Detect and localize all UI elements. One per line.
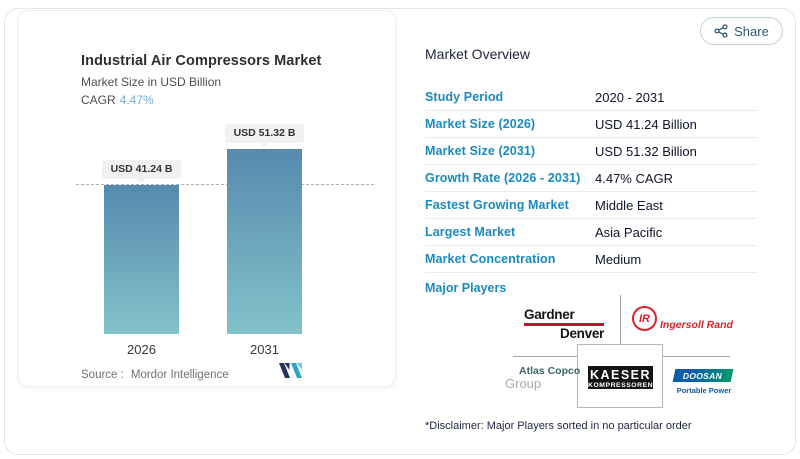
kaeser-wordmark: KAESER KOMPRESSOREN bbox=[588, 366, 654, 389]
x-axis-label: 2031 bbox=[250, 342, 279, 357]
ingersoll-rand-ir-badge: IR bbox=[632, 306, 657, 331]
share-icon bbox=[714, 24, 728, 38]
chart-subtitle: Market Size in USD Billion bbox=[81, 75, 222, 89]
source-label: Source : bbox=[81, 369, 124, 381]
cagr-line: CAGR 4.47% bbox=[81, 93, 154, 107]
table-row: Largest Market Asia Pacific bbox=[425, 219, 757, 246]
source-row: Source : Mordor Intelligence bbox=[81, 369, 229, 381]
player-logo-gardner-denver: Gardner Denver bbox=[524, 307, 604, 341]
table-row: Market Size (2031) USD 51.32 Billion bbox=[425, 138, 757, 165]
row-value: Asia Pacific bbox=[595, 224, 663, 240]
row-value: USD 41.24 Billion bbox=[595, 116, 697, 132]
bar bbox=[227, 149, 302, 334]
disclaimer: *Disclaimer: Major Players sorted in no … bbox=[425, 420, 692, 432]
row-value: Middle East bbox=[595, 197, 663, 213]
table-row: Growth Rate (2026 - 2031) 4.47% CAGR bbox=[425, 165, 757, 192]
row-label: Largest Market bbox=[425, 225, 516, 239]
row-value: USD 51.32 Billion bbox=[595, 143, 697, 159]
market-size-chart-card: Industrial Air Compressors Market Market… bbox=[18, 10, 396, 387]
cagr-value: 4.47% bbox=[119, 93, 154, 107]
overview-heading: Market Overview bbox=[425, 46, 531, 62]
connector-vertical-line bbox=[620, 295, 621, 344]
row-label: Market Size (2031) bbox=[425, 144, 536, 158]
mordor-intelligence-logo-icon bbox=[279, 363, 302, 383]
chart-title: Industrial Air Compressors Market bbox=[81, 53, 322, 69]
bar bbox=[104, 185, 179, 334]
row-value: 4.47% CAGR bbox=[595, 170, 674, 186]
table-row: Fastest Growing Market Middle East bbox=[425, 192, 757, 219]
player-logo-atlas-copco-group: Atlas Copco Group bbox=[505, 365, 581, 391]
doosan-wordmark: DOOSAN bbox=[672, 369, 734, 382]
x-axis-label: 2026 bbox=[127, 342, 156, 357]
source-value: Mordor Intelligence bbox=[130, 369, 229, 381]
row-label: Market Size (2026) bbox=[425, 117, 536, 131]
overview-table: Study Period 2020 - 2031 Market Size (20… bbox=[425, 84, 757, 273]
share-button[interactable]: Share bbox=[700, 17, 783, 45]
row-label: Study Period bbox=[425, 90, 504, 104]
share-button-label: Share bbox=[734, 23, 769, 39]
player-logo-kaeser-kompressoren: KAESER KOMPRESSOREN bbox=[577, 344, 663, 408]
player-logo-doosan-portable-power: DOOSAN Portable Power bbox=[672, 369, 734, 395]
gardner-denver-red-rule bbox=[524, 322, 604, 326]
bar-value-label: USD 51.32 B bbox=[224, 124, 305, 147]
bar-value-label: USD 41.24 B bbox=[101, 160, 182, 184]
player-logo-ingersoll-rand: IR Ingersoll Rand bbox=[632, 306, 733, 331]
reference-line bbox=[76, 184, 374, 186]
major-players-label: Major Players bbox=[425, 281, 507, 295]
row-label: Fastest Growing Market bbox=[425, 198, 569, 212]
ingersoll-rand-wordmark: Ingersoll Rand bbox=[660, 319, 733, 331]
row-value: Medium bbox=[595, 251, 642, 267]
row-value: 2020 - 2031 bbox=[595, 89, 665, 105]
table-row: Market Size (2026) USD 41.24 Billion bbox=[425, 111, 757, 138]
row-label: Growth Rate (2026 - 2031) bbox=[425, 171, 581, 185]
table-row: Study Period 2020 - 2031 bbox=[425, 84, 757, 111]
cagr-label: CAGR bbox=[81, 93, 116, 107]
gardner-denver-wordmark: Gardner bbox=[524, 307, 575, 322]
table-row: Market Concentration Medium bbox=[425, 246, 757, 273]
row-label: Market Concentration bbox=[425, 252, 556, 266]
bar-chart: USD 41.24 B 2026 USD 51.32 B 2031 bbox=[76, 124, 374, 357]
